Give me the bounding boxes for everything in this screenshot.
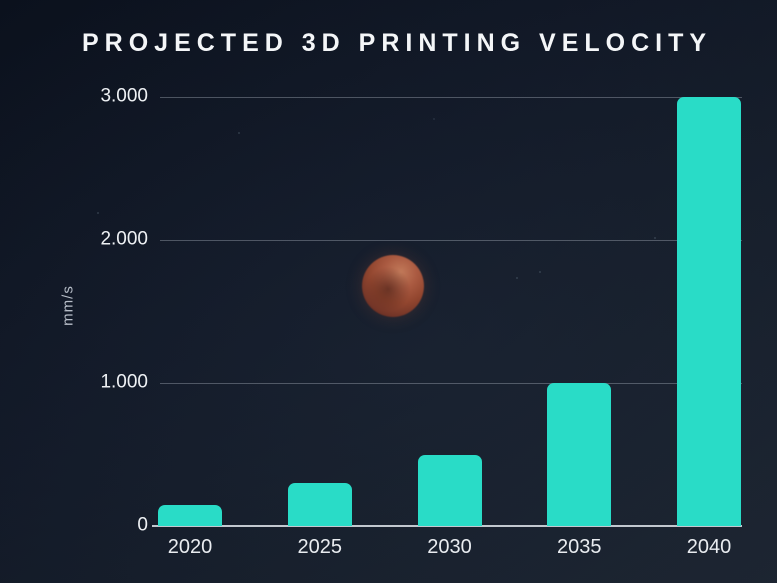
star bbox=[433, 118, 435, 120]
star bbox=[238, 132, 240, 134]
gridline-3.000 bbox=[160, 97, 742, 98]
y-tick-2.000: 2.000 bbox=[100, 228, 148, 250]
gridline-2.000 bbox=[160, 240, 742, 241]
star bbox=[654, 237, 656, 239]
chart-title: PROJECTED 3D PRINTING VELOCITY bbox=[82, 29, 713, 57]
x-tick-2025: 2025 bbox=[297, 536, 343, 558]
x-axis-line bbox=[152, 525, 742, 527]
x-tick-2035: 2035 bbox=[557, 536, 602, 558]
x-tick-2020: 2020 bbox=[167, 536, 213, 558]
star bbox=[539, 271, 541, 273]
star bbox=[516, 277, 518, 279]
bar-2030 bbox=[417, 454, 482, 526]
bar-2025 bbox=[287, 483, 352, 526]
y-tick-1.000: 1.000 bbox=[100, 371, 148, 393]
bar-2035 bbox=[547, 383, 612, 526]
x-tick-2030: 2030 bbox=[427, 536, 472, 558]
y-axis-label: mm/s bbox=[59, 285, 77, 326]
bar-2020 bbox=[158, 504, 222, 526]
bar-2040 bbox=[677, 97, 741, 526]
y-tick-0: 0 bbox=[137, 514, 148, 536]
y-tick-3.000: 3.000 bbox=[100, 85, 148, 107]
star bbox=[97, 212, 99, 214]
moon-image bbox=[362, 255, 424, 317]
x-tick-2040: 2040 bbox=[686, 536, 732, 558]
gridline-1.000 bbox=[160, 383, 742, 384]
